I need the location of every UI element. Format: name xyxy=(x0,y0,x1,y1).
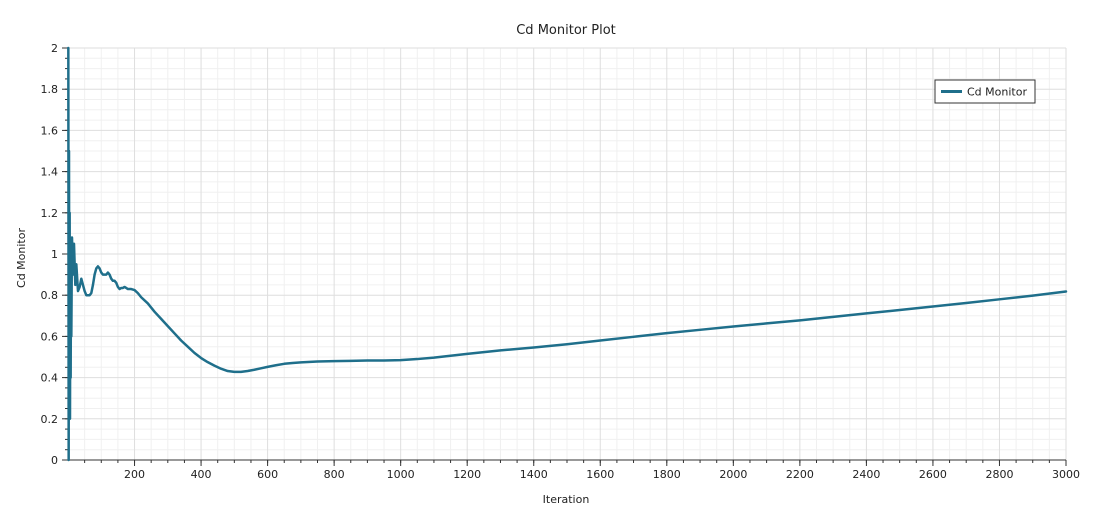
y-tick-label: 0.4 xyxy=(41,372,59,385)
x-tick-label: 1200 xyxy=(453,468,481,481)
x-tick-label: 3000 xyxy=(1052,468,1080,481)
x-tick-label: 2400 xyxy=(852,468,880,481)
y-tick-label: 1.4 xyxy=(41,166,59,179)
x-tick-label: 1600 xyxy=(586,468,614,481)
y-tick-label: 0.2 xyxy=(41,413,59,426)
y-tick-label: 1.8 xyxy=(41,83,59,96)
x-axis-label: Iteration xyxy=(543,493,590,506)
axes: 200 400 600 800 1000 1200 1400 1600 1800 2000 2200… xyxy=(41,42,1081,481)
legend-label: Cd Monitor xyxy=(967,86,1027,99)
y-tick-label: 0.8 xyxy=(41,289,59,302)
y-axis-label: Cd Monitor xyxy=(15,228,28,288)
grid xyxy=(68,47,1067,461)
plot-area xyxy=(67,46,1068,462)
x-tick-label: 2600 xyxy=(919,468,947,481)
legend: Cd Monitor xyxy=(934,79,1036,104)
legend-box xyxy=(934,79,1036,104)
x-tick-label: 2800 xyxy=(985,468,1013,481)
y-tick-label: 0 xyxy=(51,454,58,467)
x-tick-label: 1400 xyxy=(520,468,548,481)
x-tick-label: 1000 xyxy=(387,468,415,481)
chart-title: Cd Monitor Plot xyxy=(516,23,616,38)
y-tick-label: 1.6 xyxy=(41,124,59,137)
x-tick-label: 600 xyxy=(257,468,278,481)
x-tick-label: 1800 xyxy=(653,468,681,481)
series-line-cd-monitor xyxy=(67,46,1068,462)
x-tick-label: 2200 xyxy=(786,468,814,481)
y-tick-label: 0.6 xyxy=(41,330,59,343)
y-tick-label: 1 xyxy=(51,248,58,261)
x-tick-label: 2000 xyxy=(719,468,747,481)
y-tick-label: 1.2 xyxy=(41,207,59,220)
x-tick-label: 400 xyxy=(191,468,212,481)
x-tick-label: 800 xyxy=(324,468,345,481)
x-tick-label: 200 xyxy=(124,468,145,481)
y-tick-label: 2 xyxy=(51,42,58,55)
